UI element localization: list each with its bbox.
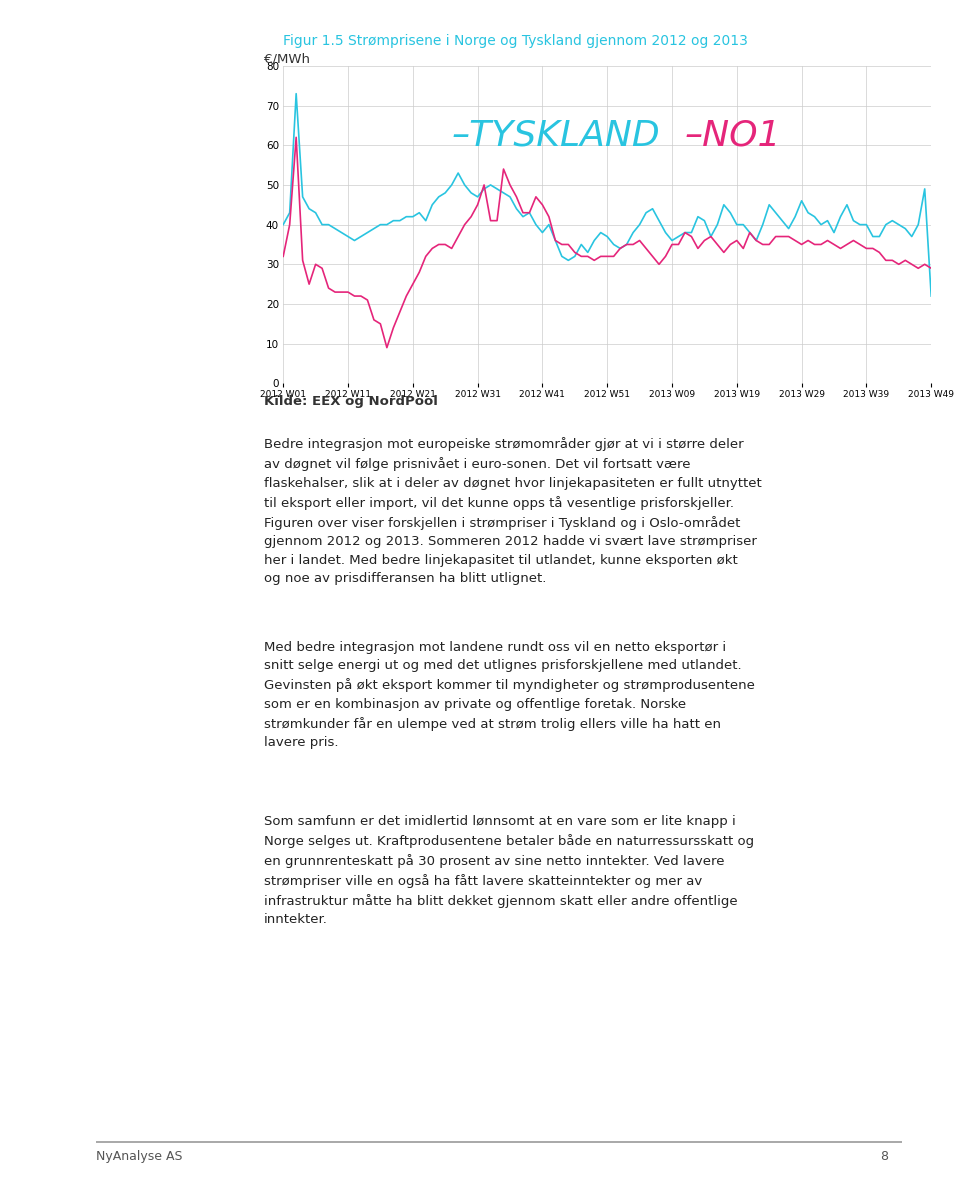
Text: Bedre integrasjon mot europeiske strømområder gjør at vi i større deler
av døgne: Bedre integrasjon mot europeiske strømom… — [264, 437, 761, 586]
Text: Som samfunn er det imidlertid lønnsomt at en vare som er lite knapp i
Norge selg: Som samfunn er det imidlertid lønnsomt a… — [264, 815, 755, 926]
Text: Figur 1.5 Strømprisene i Norge og Tyskland gjennom 2012 og 2013: Figur 1.5 Strømprisene i Norge og Tyskla… — [283, 34, 748, 48]
Text: NyAnalyse AS: NyAnalyse AS — [96, 1150, 182, 1163]
Text: Kilde: EEX og NordPool: Kilde: EEX og NordPool — [264, 395, 438, 409]
Text: Med bedre integrasjon mot landene rundt oss vil en netto eksportør i
snitt selge: Med bedre integrasjon mot landene rundt … — [264, 641, 755, 750]
Text: €/MWh: €/MWh — [264, 53, 310, 66]
Text: –TYSKLAND: –TYSKLAND — [451, 119, 660, 152]
Text: –NO1: –NO1 — [685, 119, 781, 152]
Text: 8: 8 — [880, 1150, 888, 1163]
